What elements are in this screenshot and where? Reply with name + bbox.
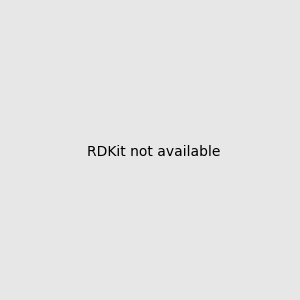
Text: RDKit not available: RDKit not available [87, 145, 220, 158]
